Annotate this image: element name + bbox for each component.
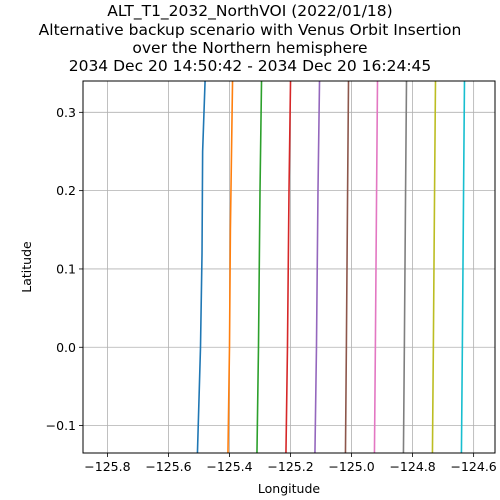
series-line-8 xyxy=(402,80,408,454)
x-tick-label: −125.4 xyxy=(206,459,252,474)
y-tick-label: 0.2 xyxy=(56,183,76,198)
x-tick-label: −125.6 xyxy=(145,459,191,474)
chart-title-line-4: 2034 Dec 20 14:50:42 - 2034 Dec 20 16:24… xyxy=(69,57,432,75)
y-tick-label: 0.0 xyxy=(56,340,76,355)
x-tick-label: −125.0 xyxy=(328,459,374,474)
gridlines xyxy=(83,81,495,453)
x-axis-ticks: −125.8 −125.6 −125.4 −125.2 −125.0 −124.8 −124… xyxy=(84,453,497,474)
y-axis-ticks: −0.1 0.0 0.1 0.2 0.3 xyxy=(46,105,83,433)
y-tick-label: 0.3 xyxy=(56,105,76,120)
chart-title-line-3: over the Northern hemisphere xyxy=(132,39,367,57)
series-lines xyxy=(196,80,466,454)
x-tick-label: −124.6 xyxy=(451,459,497,474)
series-line-5 xyxy=(314,80,321,454)
chart-title-line-1: ALT_T1_2032_NorthVOI (2022/01/18) xyxy=(107,2,392,21)
plot-frame xyxy=(82,80,496,454)
series-line-6 xyxy=(344,80,350,454)
y-axis-label: Latitude xyxy=(19,241,34,293)
x-tick-label: −125.2 xyxy=(267,459,313,474)
chart-title-line-2: Alternative backup scenario with Venus O… xyxy=(39,21,462,39)
series-line-7 xyxy=(373,80,379,454)
series-line-3 xyxy=(256,80,263,454)
series-line-2 xyxy=(227,80,234,454)
y-tick-label: 0.1 xyxy=(56,261,76,276)
chart-title: ALT_T1_2032_NorthVOI (2022/01/18) Altern… xyxy=(39,2,462,75)
series-line-4 xyxy=(285,80,292,454)
x-axis-label: Longitude xyxy=(258,481,320,496)
series-line-9 xyxy=(431,80,437,454)
x-tick-label: −125.8 xyxy=(84,459,130,474)
x-tick-label: −124.8 xyxy=(389,459,435,474)
series-line-1 xyxy=(196,80,206,454)
y-tick-label: −0.1 xyxy=(46,418,76,433)
series-line-10 xyxy=(460,80,466,454)
